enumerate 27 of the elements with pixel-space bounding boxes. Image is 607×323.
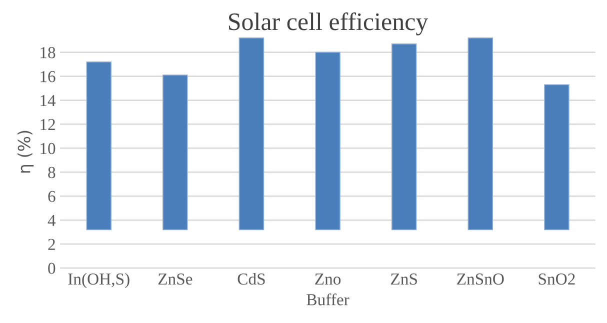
x-tick-label: In(OH,S) — [68, 272, 130, 288]
bar — [86, 61, 112, 230]
y-tick-label: 14 — [40, 95, 56, 106]
chart-title: Solar cell efficiency — [229, 12, 428, 36]
x-tick-label: ZnSe — [158, 273, 192, 285]
y-tick-label: 10 — [40, 142, 56, 154]
bar — [238, 38, 264, 230]
x-tick-label: ZnS — [390, 273, 417, 285]
y-tick-label: 6 — [48, 190, 56, 202]
bar — [391, 44, 417, 230]
bar — [315, 52, 340, 230]
y-tick-label: 16 — [40, 71, 56, 82]
x-axis-title: Buffer — [306, 293, 350, 306]
x-tick-label: ZnSnO — [457, 273, 504, 285]
y-tick-label: 0 — [48, 262, 56, 274]
y-tick-label: 2 — [48, 238, 55, 250]
y-tick-label: 12 — [40, 118, 55, 130]
bar — [162, 74, 188, 230]
y-axis-title: η (%) — [18, 130, 34, 173]
x-tick-label: Zno — [315, 274, 341, 285]
x-tick-label: CdS — [238, 272, 265, 285]
bar — [468, 38, 494, 230]
bar — [544, 84, 570, 230]
x-tick-label: SnO2 — [538, 273, 575, 285]
y-tick-label: 8 — [48, 166, 56, 178]
y-tick-label: 18 — [40, 47, 56, 58]
y-tick-label: 4 — [48, 214, 56, 226]
